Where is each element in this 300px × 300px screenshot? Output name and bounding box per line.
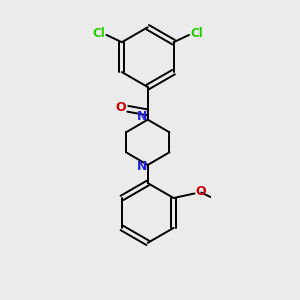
Text: N: N [137,160,148,173]
Text: Cl: Cl [191,27,204,40]
Text: O: O [115,101,126,114]
Text: Cl: Cl [92,27,105,40]
Text: N: N [137,110,148,123]
Text: O: O [196,185,206,198]
